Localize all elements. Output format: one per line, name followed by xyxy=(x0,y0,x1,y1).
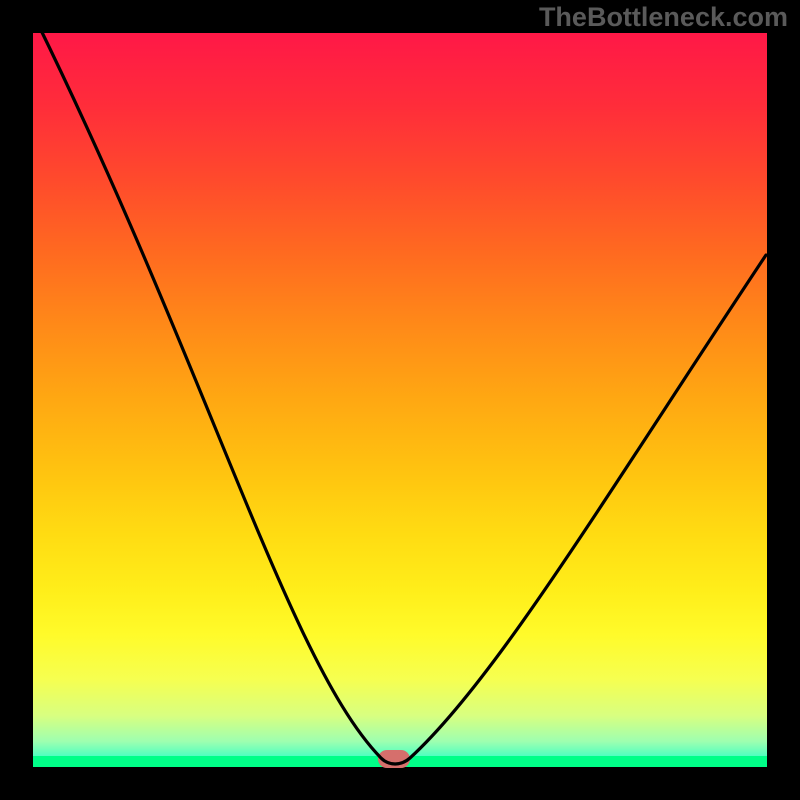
valley-marker xyxy=(378,750,410,768)
watermark-label: TheBottleneck.com xyxy=(539,2,788,33)
plot-area xyxy=(33,33,767,767)
chart-container: TheBottleneck.com xyxy=(0,0,800,800)
